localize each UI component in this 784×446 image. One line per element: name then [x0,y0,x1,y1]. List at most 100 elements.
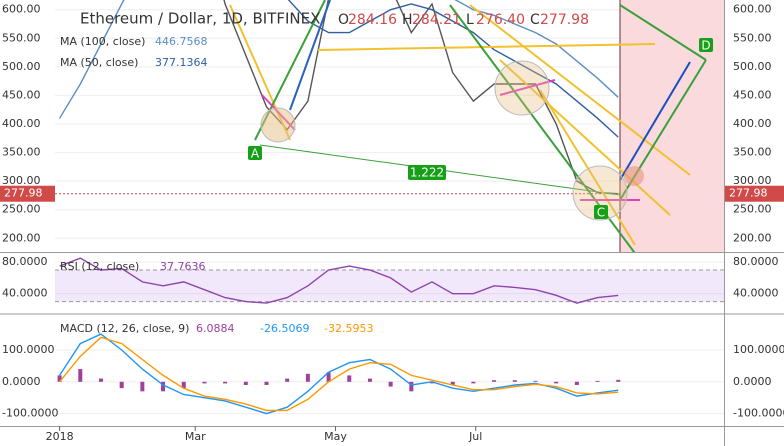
histogram-bar [305,373,310,382]
y-tick-label: 450.00 [2,88,41,101]
histogram-bar [450,381,455,385]
legend-value: -32.5953 [324,322,373,335]
y-tick-label: 300.00 [733,174,772,187]
annotation-box [699,38,713,52]
ohlc-key: L [466,12,474,28]
histogram-bar [388,381,393,387]
y-tick-label: 200.00 [733,231,772,244]
legend-value: -26.5069 [260,322,309,335]
series-line [59,336,619,412]
y-tick-label: 450.00 [733,88,772,101]
y-tick-label: 250.00 [2,203,41,216]
last-price-tag [725,185,784,202]
ohlc-key: O [338,12,349,28]
series-line [287,0,619,138]
last-price-tag [0,185,55,202]
ohlc-key: C [530,12,540,28]
last-price-label: 277.98 [4,187,43,200]
histogram-bar [243,381,248,385]
y-tick-label: -100.0000 [2,407,58,420]
y-tick-label: 40.0000 [2,287,48,300]
histogram-bar [264,381,269,385]
annotation: A [251,147,260,161]
y-tick-label: 350.00 [2,146,41,159]
histogram-bar [326,372,331,382]
series-line [59,0,619,119]
y-tick-label: 300.00 [2,174,41,187]
histogram-bar [78,369,83,382]
legend-value: 446.7568 [155,35,208,48]
y-tick-label: 400.00 [2,117,41,130]
histogram-bar [595,380,600,382]
ohlc-value: 284.16 [348,12,397,28]
y-tick-label: 500.00 [733,60,772,73]
y-tick-label: 40.0000 [733,287,779,300]
pane [55,257,724,304]
histogram-bar [285,378,290,382]
pane-title: MACD (12, 26, close, 9) [60,322,189,335]
annotation-box [248,146,262,160]
y-tick-label: 0.0000 [733,375,772,388]
annotation: 1.222 [410,166,444,180]
annotation-box [594,205,608,219]
annotation: C [597,206,605,220]
y-tick-label: 250.00 [733,203,772,216]
y-tick-label: 550.00 [2,31,41,44]
histogram-bar [471,381,476,384]
y-tick-label: 600.00 [733,3,772,16]
legend-value: 37.7636 [160,260,206,273]
y-tick-label: 600.00 [2,3,41,16]
ohlc-value: 277.98 [540,12,589,28]
y-tick-label: 500.00 [2,60,41,73]
histogram-bar [554,381,559,384]
legend-name: MA (100, close) [60,35,145,48]
y-tick-label: 200.00 [2,231,41,244]
y-tick-label: 400.00 [733,117,772,130]
y-tick-label: 80.0000 [733,255,779,268]
pane [55,333,724,415]
series-line [59,257,619,304]
annotation-box [408,165,446,180]
histogram-bar [347,375,352,382]
histogram-bar [223,381,228,384]
ohlc-value: 276.40 [476,12,525,28]
histogram-bar [202,381,207,384]
legend-value: 6.0884 [196,322,235,335]
histogram-bar [430,381,435,384]
pane-title: Ethereum / Dollar, 1D, BITFINEX [80,10,320,28]
x-tick-label: 2018 [46,430,74,443]
histogram-bar [181,381,186,389]
last-price-label: 277.98 [729,187,768,200]
x-tick-label: Mar [185,430,206,443]
x-tick-label: May [324,430,347,443]
series-line [59,333,619,415]
histogram-bar [161,381,166,392]
x-tick-label: Jul [468,430,482,443]
histogram-bar [574,381,579,385]
y-tick-label: 80.0000 [2,255,48,268]
pane-title: RSI (12, close) [60,260,139,273]
legend-value: 377.1364 [155,56,208,69]
histogram-bar [616,379,621,382]
histogram-bar [533,380,538,382]
y-tick-label: -100.0000 [733,407,784,420]
legend-name: MA (50, close) [60,56,138,69]
annotation: D [701,39,710,53]
histogram-bar [98,378,103,382]
histogram-bar [409,381,414,392]
y-tick-label: 100.0000 [733,343,784,356]
histogram-bar [140,381,145,392]
histogram-bar [492,380,497,382]
y-tick-label: 0.0000 [2,375,41,388]
histogram-bar [512,380,517,382]
histogram-bar [367,378,372,382]
ohlc-key: H [402,12,413,28]
ohlc-value: 284.21 [412,12,461,28]
y-tick-label: 350.00 [733,146,772,159]
y-tick-label: 100.0000 [2,343,55,356]
histogram-bar [119,381,124,389]
histogram-bar [57,375,62,382]
y-tick-label: 550.00 [733,31,772,44]
rsi-band [55,270,724,302]
